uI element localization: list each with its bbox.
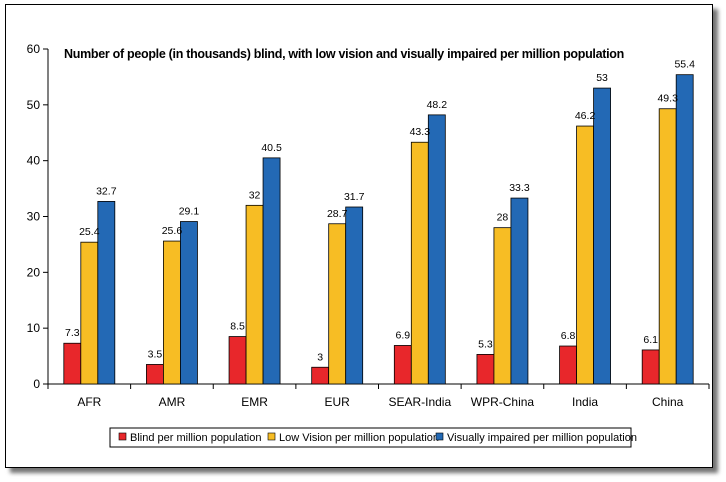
legend-swatch (435, 432, 444, 441)
bar-chart: Number of people (in thousands) blind, w… (27, 42, 710, 448)
bar (427, 114, 446, 385)
legend-label: Visually impaired per million population (447, 432, 637, 444)
data-label: 25.4 (79, 226, 100, 238)
legend-label: Low Vision per million population (279, 432, 439, 444)
bar (80, 241, 99, 385)
bar (393, 345, 412, 385)
x-tick-label: AMR (159, 395, 186, 409)
x-tick-label: AFR (77, 395, 101, 409)
data-label: 49.3 (657, 93, 678, 105)
legend: Blind per million population Low Vision p… (109, 427, 637, 448)
data-label: 3.5 (148, 348, 163, 360)
legend-label: Blind per million population (130, 432, 261, 444)
data-label: 53 (596, 72, 608, 84)
bar (476, 354, 495, 385)
x-tick-label: EUR (325, 395, 351, 409)
data-label: 32 (249, 189, 261, 201)
data-label: 6.9 (396, 329, 411, 341)
bar (345, 206, 364, 385)
data-label: 31.7 (344, 191, 365, 203)
x-tick-label: China (652, 395, 684, 409)
data-label: 6.1 (643, 334, 658, 346)
x-tick-label: India (572, 395, 598, 409)
axes: 0 10 20 30 40 50 60 AFR AMR EMR EUR SEAR-India WPR-C… (27, 42, 710, 409)
y-tick-label: 40 (27, 154, 41, 168)
x-tick-label: SEAR-India (388, 395, 451, 409)
bar (245, 204, 264, 385)
bar (559, 345, 577, 385)
y-tick-label: 0 (33, 377, 40, 391)
y-tick-label: 20 (27, 265, 41, 279)
bar (493, 227, 512, 385)
data-label: 33.3 (509, 182, 530, 194)
chart-title: Number of people (in thousands) blind, w… (64, 47, 624, 61)
bar (576, 125, 594, 385)
data-label: 7.3 (65, 327, 80, 339)
bar (262, 157, 281, 385)
data-label: 3 (317, 351, 323, 363)
data-label: 5.3 (478, 338, 493, 350)
data-label: 6.8 (561, 330, 576, 342)
x-tick-label: EMR (241, 395, 268, 409)
bar (180, 221, 198, 385)
bars (63, 74, 694, 385)
bar (593, 87, 611, 385)
data-label: 25.6 (162, 225, 183, 237)
data-label: 28.7 (327, 208, 348, 220)
data-label: 29.1 (179, 206, 200, 218)
bar (163, 240, 181, 385)
data-label: 8.5 (230, 321, 245, 333)
bar (658, 108, 677, 385)
data-label: 46.2 (575, 110, 596, 122)
y-tick-label: 10 (27, 321, 41, 335)
data-label: 55.4 (674, 59, 695, 71)
x-tick-label: WPR-China (471, 395, 535, 409)
y-tick-label: 50 (27, 98, 41, 112)
bar (228, 336, 247, 385)
legend-swatch (267, 432, 276, 441)
bar (675, 74, 694, 385)
bar (328, 223, 347, 385)
y-tick-label: 60 (27, 42, 41, 56)
bar (311, 366, 330, 385)
bar (641, 349, 660, 385)
y-tick-label: 30 (27, 210, 41, 224)
bar (146, 364, 164, 385)
chart-frame: Number of people (in thousands) blind, w… (5, 4, 713, 468)
data-label: 32.7 (96, 185, 117, 197)
bar (63, 342, 82, 385)
data-label: 40.5 (261, 142, 282, 154)
data-label: 28 (497, 212, 509, 224)
data-label: 43.3 (410, 126, 431, 138)
data-label: 48.2 (427, 99, 448, 111)
bar (97, 201, 116, 385)
legend-box (109, 427, 632, 448)
bar (410, 141, 429, 385)
data-labels: 7.3 25.4 32.7 3.5 25.6 29.1 8.5 32 40.5 3 28.7 31.7… (65, 59, 695, 364)
bar (510, 197, 529, 385)
legend-swatch (118, 432, 127, 441)
